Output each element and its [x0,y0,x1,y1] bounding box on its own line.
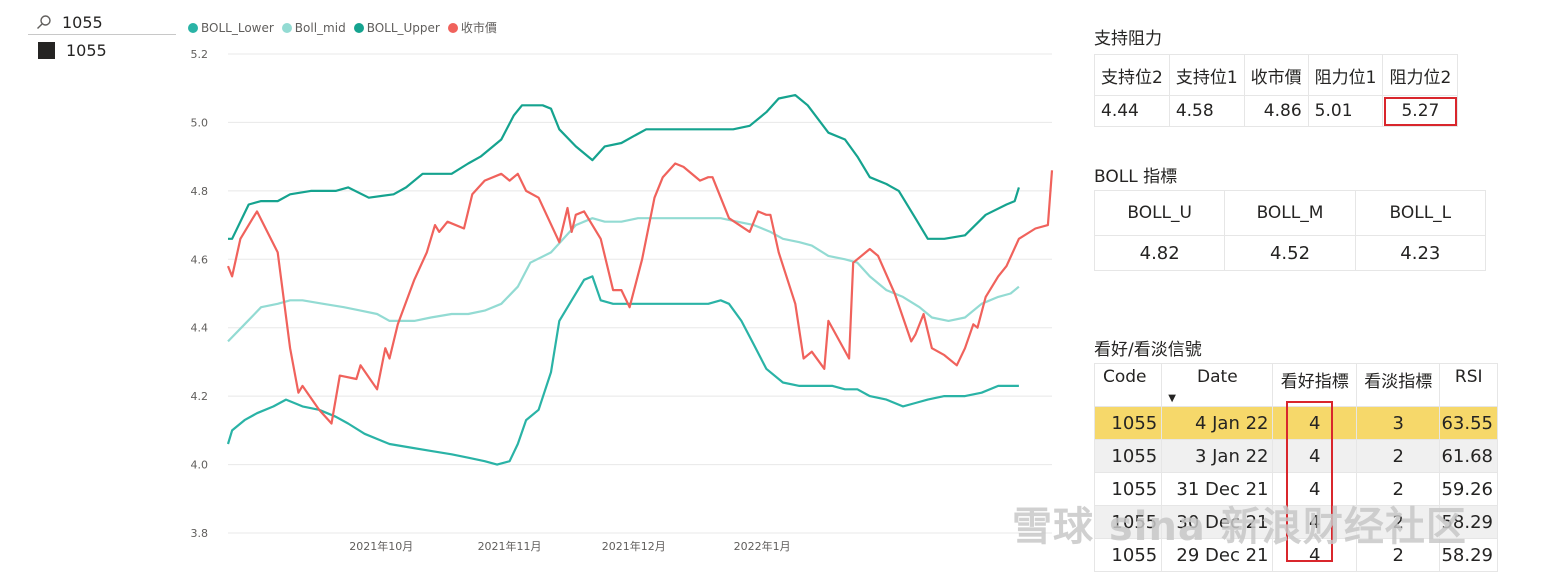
column-header[interactable]: 阻力位1 [1307,54,1384,96]
legend-label: Boll_mid [294,20,346,35]
series-line- [226,162,1054,425]
signals-title: 看好/看淡信號 [1094,340,1202,360]
resistance1-value: 5.01 [1307,95,1384,127]
bearish-cell: 2 [1355,472,1441,506]
y-tick-label: 4.4 [191,322,209,335]
bearish-cell: 2 [1355,505,1441,539]
date-cell: 30 Dec 21 [1161,505,1274,539]
table-row[interactable]: 1055 30 Dec 21 4 2 58.29 [1093,505,1498,539]
table-row[interactable]: 1055 3 Jan 22 4 2 61.68 [1093,439,1498,473]
column-header[interactable]: 看淡指標 [1355,363,1441,407]
y-tick-label: 5.2 [191,48,209,61]
series-line-boll-lower [226,275,1019,466]
code-cell: 1055 [1093,538,1163,572]
boll-table: BOLL_U BOLL_M BOLL_L 4.82 4.52 4.23 [1093,190,1487,271]
series-line-boll-upper [228,94,1020,240]
sort-descending-icon[interactable]: ▼ [1168,393,1176,404]
support1-value: 4.58 [1168,95,1245,127]
legend-item-boll-mid[interactable]: Boll_mid [281,19,346,36]
legend-dot-icon [281,22,292,33]
search-icon [37,15,51,29]
column-header[interactable]: 阻力位2 [1382,54,1459,96]
date-cell: 4 Jan 22 [1161,406,1274,440]
y-tick-label: 4.6 [191,253,209,266]
column-header-date[interactable]: Date ▼ [1161,363,1274,407]
legend-label: BOLL_Lower [201,20,274,35]
slicer-item-1055[interactable]: 1055 [38,41,176,60]
legend-item-boll-upper[interactable]: BOLL_Upper [353,19,440,36]
slicer-search-box[interactable]: 1055 [28,10,176,35]
legend-label: BOLL_Upper [366,20,440,35]
bollinger-line-chart: 3.8 4.0 4.2 4.4 4.6 4.8 5.0 5.2 2021年10月 2021年11月… [191,48,1054,553]
bullish-cell: 4 [1272,406,1357,440]
date-cell: 31 Dec 21 [1161,472,1274,506]
column-header-label: Date [1197,367,1238,387]
date-cell: 3 Jan 22 [1161,439,1274,473]
table-row[interactable]: 1055 4 Jan 22 4 3 63.55 [1093,406,1498,440]
x-tick-label: 2021年11月 [478,539,542,553]
resistance2-value: 5.27 [1382,95,1459,127]
rsi-cell: 58.29 [1439,538,1498,572]
boll-m-value: 4.52 [1224,235,1356,271]
close-price-value: 4.86 [1243,95,1309,127]
table-row[interactable]: 1055 29 Dec 21 4 2 58.29 [1093,538,1498,572]
support2-value: 4.44 [1094,95,1170,127]
code-slicer: 1055 1055 [28,10,176,60]
column-header[interactable]: RSI [1439,363,1498,407]
slicer-item-label: 1055 [66,41,107,60]
legend-item-boll-lower[interactable]: BOLL_Lower [188,19,274,36]
bearish-cell: 3 [1355,406,1441,440]
code-cell: 1055 [1093,406,1163,440]
rsi-cell: 61.68 [1439,439,1498,473]
legend-item-close-price[interactable]: 收市價 [447,19,497,36]
legend-dot-icon [353,22,364,33]
column-header[interactable]: 支持位2 [1094,54,1170,96]
boll-u-value: 4.82 [1093,235,1226,271]
slicer-search-text: 1055 [62,12,103,32]
y-tick-label: 5.0 [191,116,209,129]
x-tick-label: 2022年1月 [734,539,791,553]
column-header[interactable]: 支持位1 [1168,54,1245,96]
y-tick-label: 4.2 [191,390,209,403]
checkbox-checked-icon[interactable] [38,42,55,59]
watermark-logo: 雪球 sina 新浪财经社区 [1012,504,1467,550]
column-header[interactable]: 看好指標 [1272,363,1357,407]
support-resistance-table: 支持位2 支持位1 收市價 阻力位1 阻力位2 4.44 4.58 4.86 5… [1094,54,1459,127]
column-header[interactable]: BOLL_U [1093,190,1226,236]
legend-dot-icon [447,22,458,33]
y-tick-label: 3.8 [191,527,209,540]
y-tick-label: 4.0 [191,459,209,472]
boll-l-value: 4.23 [1354,235,1487,271]
column-header[interactable]: BOLL_M [1224,190,1356,236]
y-tick-label: 4.8 [191,185,209,198]
column-header[interactable]: BOLL_L [1354,190,1487,236]
boll-title: BOLL 指標 [1094,167,1178,187]
rsi-cell: 58.29 [1439,505,1498,539]
legend-label: 收市價 [460,21,497,35]
column-header[interactable]: 收市價 [1243,54,1309,96]
chart-legend: BOLL_Lower Boll_mid BOLL_Upper 收市價 [188,19,505,36]
bullish-cell: 4 [1272,439,1357,473]
code-cell: 1055 [1093,472,1163,506]
bearish-cell: 2 [1355,439,1441,473]
series-line-boll-mid [227,217,1020,343]
rsi-cell: 63.55 [1439,406,1498,440]
rsi-cell: 59.26 [1439,472,1498,506]
code-cell: 1055 [1093,505,1163,539]
code-cell: 1055 [1093,439,1163,473]
support-resistance-title: 支持阻力 [1094,29,1162,49]
legend-dot-icon [188,22,198,33]
x-tick-label: 2021年12月 [602,539,666,553]
bearish-cell: 2 [1355,538,1441,572]
column-header[interactable]: Code [1093,363,1163,407]
x-tick-label: 2021年10月 [349,539,413,553]
